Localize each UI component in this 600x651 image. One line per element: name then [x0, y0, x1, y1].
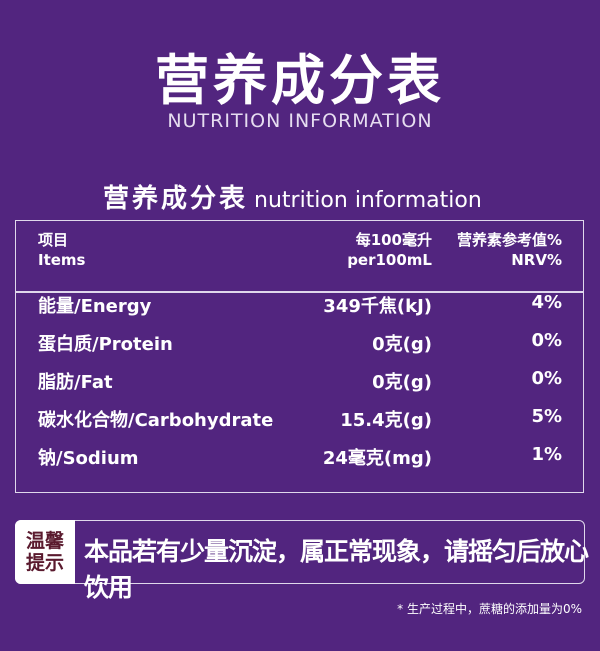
nutrient-name: 脂肪/Fat	[38, 372, 113, 393]
table-row: 蛋白质/Protein 0克(g) 0%	[38, 330, 562, 355]
nutrient-name: 钠/Sodium	[38, 448, 139, 469]
header-per100-en: per100mL	[347, 251, 432, 269]
table-title-en: nutrition information	[254, 188, 482, 213]
tip-label: 温馨 提示	[15, 520, 75, 584]
header-nrv: 营养素参考值% NRV%	[457, 230, 562, 270]
tip-label-line1: 温馨	[25, 530, 64, 552]
header-nrv-en: NRV%	[511, 251, 562, 269]
nutrient-nrv: 0%	[531, 330, 562, 351]
table-title: 营养成分表 nutrition information	[103, 178, 482, 215]
header-divider	[15, 291, 584, 293]
header-per100: 每100毫升 per100mL	[347, 230, 432, 270]
header-items-cn: 项目	[38, 231, 69, 249]
footnote: * 生产过程中，蔗糖的添加量为0%	[397, 602, 582, 616]
table-title-cn: 营养成分表	[103, 184, 249, 214]
nutrient-value: 15.4克(g)	[340, 410, 432, 431]
nutrient-value: 24毫克(mg)	[322, 448, 432, 469]
table-row: 碳水化合物/Carbohydrate 15.4克(g) 5%	[38, 406, 562, 431]
nutrient-value: 0克(g)	[372, 372, 432, 393]
main-title: 营养成分表	[155, 49, 445, 112]
header-nrv-cn: 营养素参考值%	[456, 231, 562, 249]
nutrient-name: 碳水化合物/Carbohydrate	[38, 410, 274, 431]
nutrient-name: 能量/Energy	[38, 296, 152, 317]
header-items-en: Items	[38, 251, 86, 269]
table-row: 钠/Sodium 24毫克(mg) 1%	[38, 444, 562, 469]
header-per100-cn: 每100毫升	[355, 231, 432, 249]
nutrient-nrv: 4%	[531, 292, 562, 313]
nutrient-value: 0克(g)	[372, 334, 432, 355]
nutrient-name: 蛋白质/Protein	[38, 334, 173, 355]
nutrient-value: 349千焦(kJ)	[323, 296, 432, 317]
tip-label-line2: 提示	[25, 552, 64, 574]
table-row: 能量/Energy 349千焦(kJ) 4%	[38, 292, 562, 317]
table-row: 脂肪/Fat 0克(g) 0%	[38, 368, 562, 393]
nutrient-nrv: 5%	[531, 406, 562, 427]
tip-text: 本品若有少量沉淀，属正常现象，请摇匀后放心饮用	[84, 537, 589, 602]
nutrition-table	[15, 220, 584, 493]
nutrient-nrv: 1%	[531, 444, 562, 465]
nutrient-nrv: 0%	[531, 368, 562, 389]
header-items: 项目 Items	[38, 230, 85, 270]
main-subtitle: NUTRITION INFORMATION	[167, 110, 433, 132]
